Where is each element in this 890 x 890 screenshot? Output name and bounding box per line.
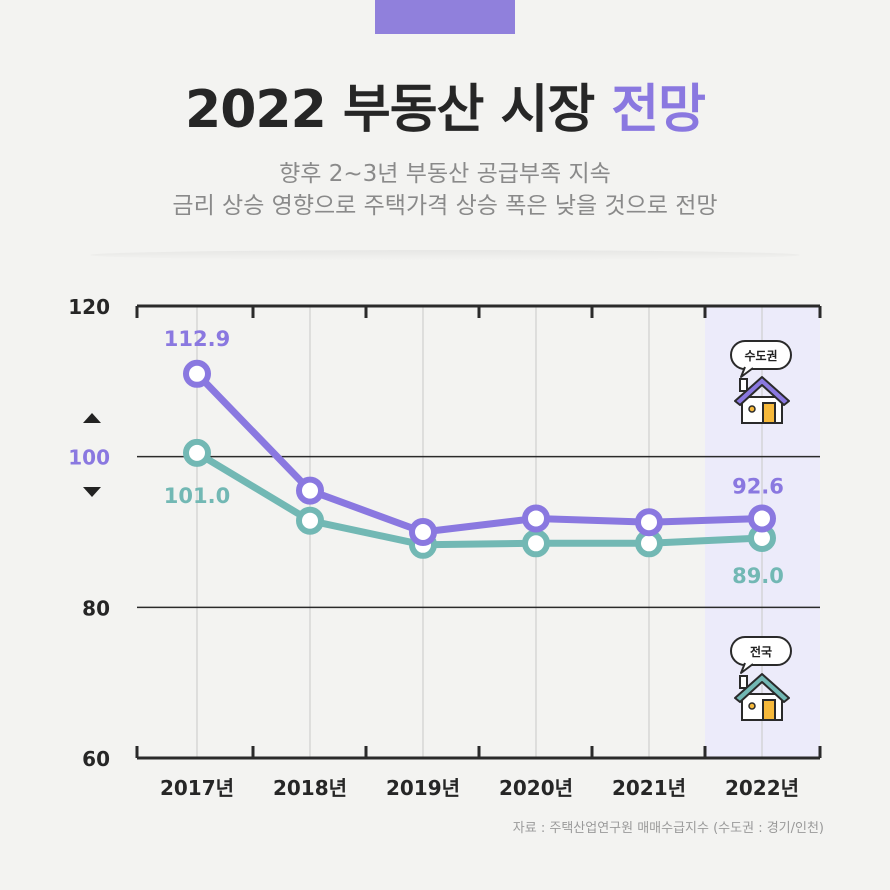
house-purple-icon-door (762, 402, 776, 424)
point-0-1 (296, 476, 324, 505)
house-purple-icon-window (748, 405, 756, 413)
house-purple-icon-roof (734, 376, 790, 406)
bubble-capital-tail (740, 366, 754, 378)
x-tick-label-5: 2022년 (725, 776, 799, 800)
series-line-1 (193, 449, 766, 549)
x-tick-label-1: 2018년 (273, 776, 347, 800)
y-tick-label-0: 120 (68, 295, 110, 319)
data-label-1-5: 89.0 (732, 564, 784, 588)
x-tick-label-3: 2020년 (499, 776, 573, 800)
house-teal-icon-door (762, 699, 776, 721)
arrow-down-icon (83, 487, 101, 497)
bubble-national-tail (740, 662, 754, 674)
y-tick-label-2: 80 (82, 596, 110, 620)
data-label-0-5: 92.6 (732, 474, 784, 498)
bubble-national-text: 전국 (750, 644, 772, 659)
y-tick-label-1: 100 (68, 446, 110, 470)
point-0-4 (635, 508, 663, 537)
labels-layer: 112.9 92.6 101.0 89.0 (164, 327, 784, 588)
point-0-0 (183, 359, 211, 388)
x-tick-label-2: 2019년 (386, 776, 460, 800)
bubble-national: 전국 (730, 636, 792, 674)
point-0-5 (748, 504, 776, 533)
point-0-3 (522, 504, 550, 533)
title-accent: 전망 (611, 80, 706, 140)
page-title: 2022 부동산 시장 전망 (0, 78, 890, 142)
point-0-2 (409, 518, 437, 546)
series-line-0 (193, 370, 766, 536)
divider (90, 250, 800, 260)
arrow-up-icon (83, 413, 101, 423)
house-teal-icon-chimney (739, 675, 748, 689)
house-purple-icon (734, 376, 790, 424)
subtitle: 향후 2~3년 부동산 공급부족 지속 금리 상승 영향으로 주택가격 상승 폭… (0, 158, 890, 222)
bubble-national-shape (730, 636, 792, 666)
subtitle-line-2: 금리 상승 영향으로 주택가격 상승 폭은 낮을 것으로 전망 (172, 193, 718, 219)
bubble-capital-text: 수도권 (744, 349, 777, 363)
x-tick-label-4: 2021년 (612, 776, 686, 800)
point-1-1 (296, 506, 324, 535)
series-layer (183, 359, 776, 559)
house-purple-icon-chimney (739, 378, 748, 392)
house-teal-icon-roof (734, 673, 790, 703)
point-1-3 (522, 529, 550, 558)
house-teal-icon-window (748, 702, 756, 710)
point-1-0 (183, 438, 211, 467)
data-label-0-0: 112.9 (164, 327, 230, 351)
y-tick-label-3: 60 (82, 747, 110, 771)
bubble-capital: 수도권 (730, 340, 792, 378)
top-tab-decoration (375, 0, 515, 34)
x-tick-label-0: 2017년 (160, 776, 234, 800)
axes-layer: 120 100 80 60 2017년 2018년 2019년 2020년 2021년 2022년 (68, 295, 822, 800)
source-note: 자료 : 주택산업연구원 매매수급지수 (수도권 : 경기/인천) (512, 821, 824, 836)
house-teal-icon (734, 673, 790, 721)
data-label-1-0: 101.0 (164, 484, 230, 508)
subtitle-line-1: 향후 2~3년 부동산 공급부족 지속 (279, 161, 611, 187)
bubble-capital-shape (730, 340, 792, 370)
title-main: 2022 부동산 시장 (185, 80, 595, 140)
